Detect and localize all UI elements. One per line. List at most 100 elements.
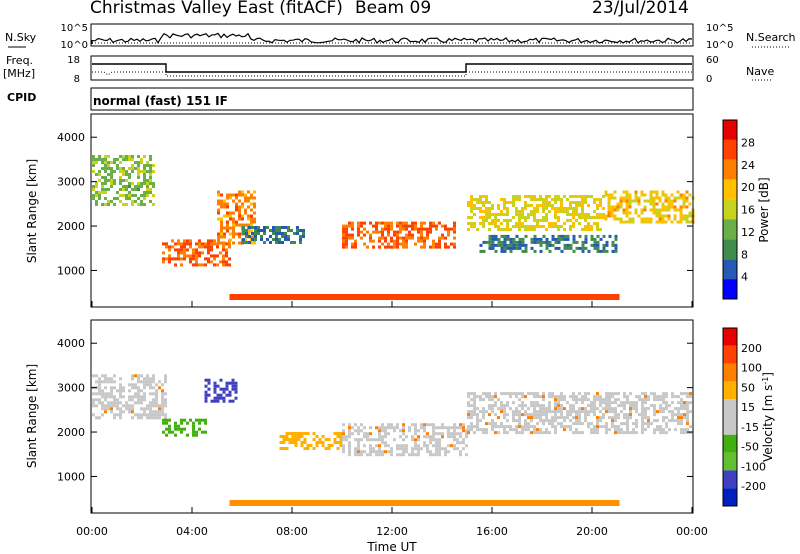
echo-cell <box>685 190 689 194</box>
echo-cell <box>223 235 226 239</box>
ground-cell <box>229 500 233 506</box>
echo-cell <box>140 401 143 405</box>
echo-cell <box>494 237 498 241</box>
ground-cell <box>469 500 473 506</box>
echo-cell <box>665 407 668 411</box>
echo-cell <box>503 201 506 204</box>
echo-cell <box>554 431 557 435</box>
ground-cell <box>571 500 575 506</box>
echo-cell <box>635 425 638 429</box>
echo-cell <box>602 398 605 402</box>
echo-cell <box>596 198 599 201</box>
y-tick-label: 2000 <box>57 426 85 439</box>
echo-cell <box>396 453 399 457</box>
echo-cell <box>222 387 226 391</box>
echo-cell <box>195 430 198 434</box>
echo-cell <box>521 401 524 405</box>
echo-cell <box>146 407 149 411</box>
echo-cell <box>467 404 470 408</box>
echo-cell <box>542 410 545 414</box>
echo-cell <box>649 217 653 221</box>
echo-cell <box>518 392 521 396</box>
echo-cell <box>177 248 180 252</box>
echo-cell <box>222 254 225 258</box>
cpid-value: normal (fast) 151 IF <box>93 94 228 108</box>
echo-cell <box>596 240 600 244</box>
nave-tick-bottom: 0 <box>706 74 712 85</box>
echo-cell <box>545 243 549 247</box>
echo-cell <box>527 413 530 417</box>
echo-cell <box>662 398 665 402</box>
echo-cell <box>254 232 257 235</box>
echo-cell <box>168 418 171 422</box>
ground-cell <box>514 500 518 506</box>
echo-cell <box>220 202 223 206</box>
echo-cell <box>554 398 557 402</box>
echo-cell <box>266 238 269 241</box>
echo-cell <box>524 246 528 250</box>
echo-cell <box>402 245 405 249</box>
echo-cell <box>161 410 164 414</box>
echo-cell <box>250 223 253 227</box>
echo-cell <box>551 198 554 201</box>
echo-cell <box>485 219 488 222</box>
echo-cell <box>447 432 450 436</box>
echo-cell <box>402 426 405 430</box>
echo-cell <box>683 392 686 396</box>
echo-cell <box>116 407 119 411</box>
ground-cell <box>601 500 605 506</box>
echo-cell <box>369 450 372 454</box>
echo-cell <box>593 410 596 414</box>
time-axis-label: Time UT <box>366 540 417 554</box>
echo-cell <box>217 235 220 239</box>
echo-cell <box>575 395 578 399</box>
echo-cell <box>162 257 165 261</box>
ground-cell <box>463 500 467 506</box>
echo-cell <box>152 410 155 414</box>
echo-cell <box>473 392 476 396</box>
echo-cell <box>378 429 381 433</box>
echo-cell <box>608 398 611 402</box>
echo-cell <box>438 242 441 246</box>
echo-cell <box>92 164 95 167</box>
echo-cell <box>146 191 149 194</box>
echo-cell <box>572 416 575 420</box>
echo-cell <box>503 228 506 231</box>
echo-cell <box>667 199 671 203</box>
echo-cell <box>566 198 569 201</box>
echo-cell <box>357 426 360 430</box>
echo-cell <box>225 387 229 391</box>
echo-cell <box>168 248 171 252</box>
ground-cell <box>268 294 272 300</box>
echo-cell <box>560 234 564 238</box>
echo-cell <box>174 263 177 267</box>
echo-cell <box>653 404 656 408</box>
echo-cell <box>229 226 232 230</box>
echo-cell <box>575 422 578 426</box>
echo-cell <box>682 193 686 197</box>
echo-cell <box>470 425 473 429</box>
echo-cell <box>146 380 149 384</box>
echo-cell <box>512 240 516 244</box>
echo-cell <box>596 216 599 219</box>
echo-cell <box>107 155 110 158</box>
echo-cell <box>381 438 384 442</box>
echo-cell <box>405 233 408 237</box>
echo-cell <box>575 219 578 222</box>
echo-cell <box>381 441 384 445</box>
echo-cell <box>539 410 542 414</box>
echo-cell <box>92 194 95 197</box>
echo-cell <box>414 438 417 442</box>
echo-cell <box>225 393 229 397</box>
echo-cell <box>369 221 372 225</box>
echo-cell <box>545 207 548 210</box>
echo-cell <box>104 380 107 384</box>
echo-cell <box>578 407 581 411</box>
echo-cell <box>533 219 536 222</box>
echo-cell <box>485 213 488 216</box>
echo-cell <box>207 239 210 243</box>
echo-cell <box>521 225 524 228</box>
ground-cell <box>520 294 524 300</box>
echo-cell <box>396 426 399 430</box>
